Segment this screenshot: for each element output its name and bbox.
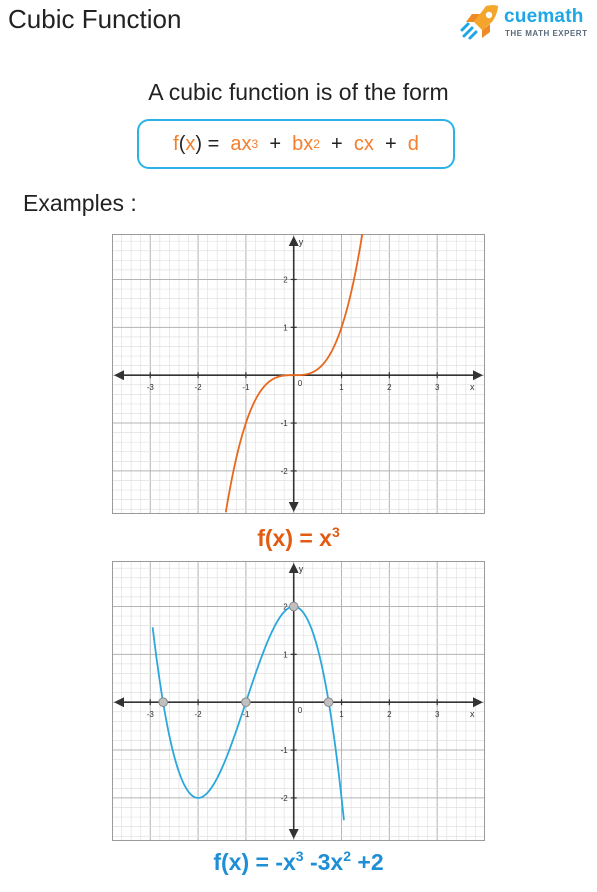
chart-2-caption-end: +2	[351, 849, 384, 875]
x-tick-label: -1	[242, 710, 250, 719]
x-tick-label: -1	[242, 383, 250, 392]
plot-frame	[112, 234, 485, 514]
x-tick-label: 3	[435, 710, 440, 719]
chart-2-caption: f(x) = -x3 -3x2 +2	[0, 848, 597, 876]
y-axis-arrow-down	[288, 502, 299, 512]
x-axis-arrow-left	[114, 697, 124, 708]
formula-f: f	[173, 132, 179, 155]
formula-x: x	[185, 132, 196, 155]
x-axis-arrow-right	[473, 370, 483, 381]
formula-d-term: d	[407, 132, 419, 155]
formula-b-exponent: 2	[313, 137, 320, 151]
data-point	[241, 697, 251, 707]
formula-plus-3: +	[373, 132, 408, 155]
x-tick-label: -3	[147, 383, 155, 392]
origin-label: 0	[298, 706, 303, 715]
y-axis-label: y	[299, 564, 304, 574]
page-title: Cubic Function	[8, 4, 182, 34]
y-tick-label: -1	[281, 419, 289, 428]
origin-label: 0	[298, 379, 303, 388]
chart-1-caption-text: f(x) = x	[257, 525, 332, 551]
x-tick-label: 3	[435, 383, 440, 392]
y-tick-label: 2	[283, 602, 288, 611]
data-point	[323, 697, 334, 707]
y-tick-label: -2	[281, 467, 289, 476]
data-point	[288, 601, 299, 612]
data-point	[158, 697, 168, 707]
y-axis-label: y	[299, 237, 304, 247]
x-axis-label: x	[470, 709, 475, 719]
y-tick-label: 1	[283, 650, 288, 659]
x-tick-label: 2	[387, 710, 392, 719]
brand-tagline: THE MATH EXPERT	[505, 29, 588, 38]
x-tick-label: 1	[339, 710, 344, 719]
x-axis-label: x	[470, 382, 475, 392]
chart-2-caption-text: f(x) = -x	[213, 849, 296, 875]
formula-plus-2: +	[319, 132, 354, 155]
plot-background	[112, 234, 485, 514]
x-tick-label: -2	[195, 710, 203, 719]
plot-background	[112, 561, 485, 841]
chart-2-caption-exponent-2: 2	[343, 848, 352, 864]
plot-frame	[112, 561, 485, 841]
intro-text: A cubic function is of the form	[148, 79, 449, 105]
formula-plus-1: +	[258, 132, 293, 155]
y-axis-arrow-up	[288, 236, 299, 246]
y-axis-arrow-up	[288, 563, 299, 573]
formula-equals: ) =	[195, 132, 231, 155]
brand-name: cuemath	[504, 6, 584, 27]
formula-paren-open: (	[178, 132, 186, 155]
brand-logo: cuemath THE MATH EXPERT	[458, 2, 597, 42]
y-tick-label: 1	[283, 323, 288, 332]
series-line	[151, 605, 345, 821]
y-tick-label: -2	[281, 794, 289, 803]
y-tick-label: -1	[281, 746, 289, 755]
x-axis-arrow-right	[473, 697, 483, 708]
x-axis-arrow-left	[114, 370, 124, 381]
chart-2-caption-mid: -3x	[303, 849, 344, 875]
general-form-formula: f(x) = ax 3 + bx 2 + cx + d	[137, 119, 455, 169]
y-axis-arrow-down	[288, 829, 299, 839]
x-tick-label: -3	[147, 710, 155, 719]
examples-label: Examples :	[23, 190, 137, 216]
formula-b-term: bx	[292, 132, 314, 155]
formula-c-term: cx	[353, 132, 374, 155]
x-tick-label: 2	[387, 383, 392, 392]
cubic-chart-1: -3 -2 -1 1 2 3 -2 -1 1 2 0 x y	[112, 234, 485, 514]
formula-a-term: ax	[230, 132, 252, 155]
cubic-chart-2: -3 -2 -1 1 2 3 -2 -1 1 2 0 x y	[112, 561, 485, 841]
series-line	[224, 234, 364, 513]
formula-a-exponent: 3	[251, 137, 259, 151]
rocket-icon	[460, 5, 498, 40]
chart-1-caption-exponent: 3	[331, 524, 340, 540]
x-tick-label: -2	[195, 383, 203, 392]
y-tick-label: 2	[283, 275, 288, 284]
chart-2-caption-exponent-1: 3	[295, 848, 304, 864]
chart-1-caption: f(x) = x3	[0, 524, 597, 552]
x-tick-label: 1	[339, 383, 344, 392]
